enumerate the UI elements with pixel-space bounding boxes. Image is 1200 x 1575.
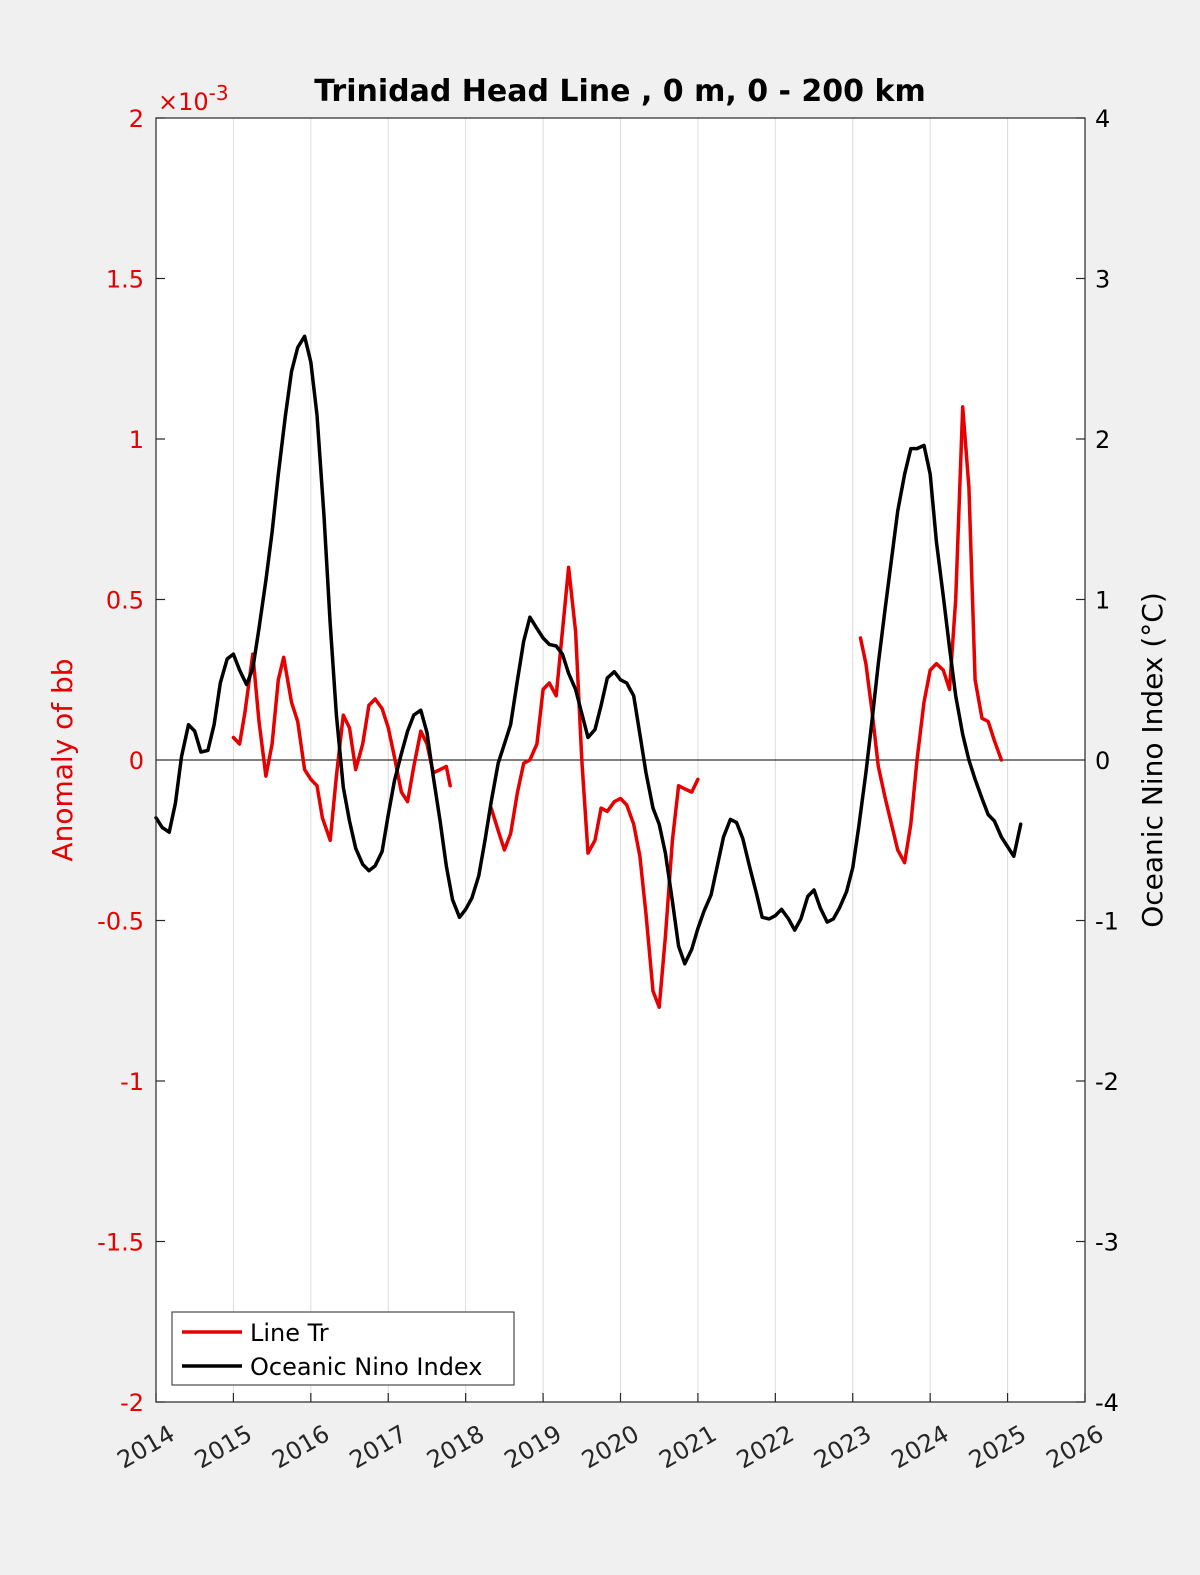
left-y-tick-label: 1 — [129, 426, 144, 454]
series-line-tr — [489, 565, 700, 1009]
right-y-tick-label: 3 — [1095, 266, 1110, 294]
left-y-tick-label: 2 — [129, 105, 144, 133]
right-y-axis: 4 3 2 1 0 -1 -2 -3 -4 — [1076, 105, 1119, 1417]
legend-label-oni: Oceanic Nino Index — [250, 1353, 482, 1381]
right-y-tick-label: 2 — [1095, 426, 1110, 454]
right-y-tick-label: 4 — [1095, 105, 1110, 133]
legend: Line Tr Oceanic Nino Index — [171, 1311, 515, 1386]
left-y-tick-label: -2 — [120, 1389, 144, 1417]
left-axis-title: Anomaly of bb — [46, 658, 79, 861]
chart-title: Trinidad Head Line , 0 m, 0 - 200 km — [314, 74, 925, 109]
right-y-tick-label: 1 — [1095, 587, 1110, 615]
right-y-tick-label: -4 — [1095, 1389, 1119, 1417]
legend-box — [171, 1311, 515, 1386]
left-y-axis: 2 1.5 1 0.5 0 -0.5 -1 -1.5 -2 — [97, 105, 165, 1417]
series-oni — [154, 334, 1023, 966]
series-lines — [154, 334, 1023, 1009]
right-y-tick-label: 0 — [1095, 747, 1110, 775]
right-y-tick-label: -1 — [1095, 908, 1119, 936]
left-y-tick-label: -1 — [120, 1068, 144, 1096]
right-y-tick-label: -3 — [1095, 1229, 1119, 1257]
left-axis-exponent: ×10-3 — [158, 81, 229, 116]
series-line-tr — [858, 405, 1004, 865]
left-y-tick-label: 0.5 — [106, 587, 144, 615]
left-y-tick-label: 1.5 — [106, 266, 144, 294]
legend-label-line-tr: Line Tr — [250, 1319, 329, 1347]
right-axis-title: Oceanic Nino Index (°C) — [1136, 592, 1169, 928]
left-y-tick-label: 0 — [129, 747, 144, 775]
left-y-tick-label: -1.5 — [97, 1229, 144, 1257]
right-y-tick-label: -2 — [1095, 1068, 1119, 1096]
left-y-tick-label: -0.5 — [97, 908, 144, 936]
series-line-tr — [231, 652, 452, 843]
